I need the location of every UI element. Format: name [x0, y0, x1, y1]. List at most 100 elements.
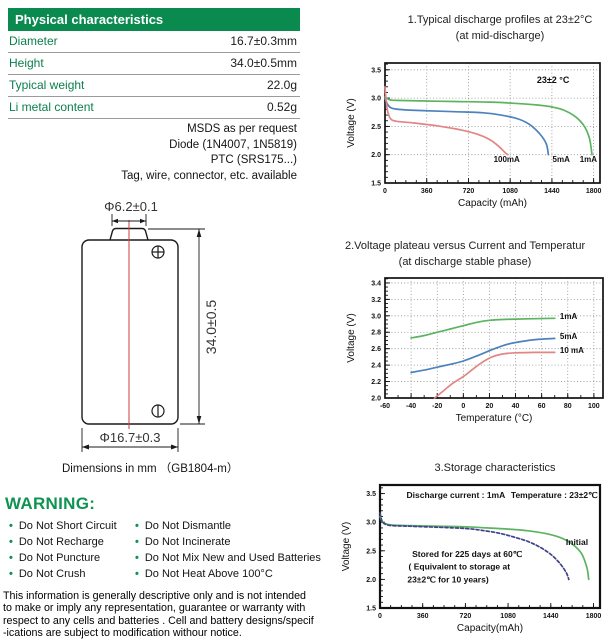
- warning-text: Do Not Incinerate: [144, 536, 231, 548]
- x-axis-label: Capacity(mAh): [457, 623, 523, 634]
- svg-text:1.5: 1.5: [366, 606, 376, 613]
- svg-text:1800: 1800: [586, 188, 602, 195]
- svg-text:360: 360: [421, 188, 433, 195]
- physical-characteristics-table: Physical characteristics Diameter 16.7±0…: [8, 8, 300, 184]
- discharge-profiles-chart: 1.Typical discharge profiles at 23±2°C (…: [340, 12, 612, 212]
- svg-text:2.5: 2.5: [371, 124, 381, 131]
- chart-annotation: 5mA: [560, 332, 578, 341]
- list-item: • Do Not Puncture: [9, 550, 117, 566]
- chart-title: 1.Typical discharge profiles at 23±2°C: [407, 14, 593, 26]
- chart-annotation: ( Equivalent to storage at: [409, 562, 511, 572]
- svg-text:2.5: 2.5: [366, 548, 376, 555]
- svg-text:1080: 1080: [500, 613, 516, 620]
- x-axis-label: Temperature (°C): [456, 413, 533, 424]
- warning-list-right: • Do Not Dismantle • Do Not Incinerate • Do…: [135, 518, 321, 582]
- note-line: Diode (1N4007, 1N5819): [169, 138, 297, 151]
- table-row: Height 34.0±0.5mm: [8, 53, 300, 75]
- bottom-diameter-dimension: Φ16.7±0.3: [81, 428, 179, 452]
- note-line: PTC (SRS175...): [210, 154, 297, 166]
- warning-text: Do Not Puncture: [18, 552, 101, 564]
- chart-annotation: 1mA: [560, 312, 578, 321]
- svg-text:2.4: 2.4: [371, 363, 381, 370]
- svg-text:1440: 1440: [544, 188, 560, 195]
- table-header: Physical characteristics: [8, 8, 300, 31]
- voltage-plateau-plot: -60 -40 -20 0 20 40 60 80 100 2.0 2.2 2.4 2.6 2.8 3.0 3…: [346, 277, 604, 424]
- svg-text:20: 20: [486, 403, 494, 410]
- chart-annotation: 10 mA: [560, 346, 584, 355]
- svg-text:3.5: 3.5: [366, 491, 376, 498]
- warning-text: Do Not Heat Above 100°C: [144, 568, 273, 580]
- list-item: • Do Not Incinerate: [135, 534, 321, 550]
- svg-text:2.0: 2.0: [366, 577, 376, 584]
- list-item: • Do Not Mix New and Used Batteries: [135, 550, 321, 566]
- bullet-icon: •: [135, 520, 139, 532]
- chart-annotation: 1mA: [580, 155, 598, 164]
- svg-text:1800: 1800: [586, 613, 602, 620]
- row-value: 34.0±0.5mm: [230, 56, 297, 70]
- svg-text:1080: 1080: [502, 188, 518, 195]
- svg-text:0: 0: [378, 613, 382, 620]
- svg-text:2.0: 2.0: [371, 396, 381, 403]
- chart-annotation: Initial: [566, 537, 588, 547]
- minus-terminal-icon: [151, 404, 165, 418]
- plus-terminal-icon: [151, 245, 165, 259]
- svg-text:720: 720: [460, 613, 472, 620]
- list-item: • Do Not Heat Above 100°C: [135, 566, 321, 582]
- height-dimension: 34.0±0.5: [148, 228, 219, 425]
- svg-text:2.8: 2.8: [371, 330, 381, 337]
- svg-text:3.4: 3.4: [371, 280, 381, 287]
- bullet-icon: •: [135, 536, 139, 548]
- series-1mA: [410, 317, 556, 339]
- row-value: 0.52g: [266, 100, 297, 114]
- warning-text: Do Not Recharge: [18, 536, 104, 548]
- chart-annotation: Temperature : 23±2℃: [511, 490, 598, 500]
- svg-text:100: 100: [588, 403, 600, 410]
- svg-text:3.0: 3.0: [371, 96, 381, 103]
- chart-annotation: Stored for 225 days at 60℃: [412, 549, 523, 559]
- series-100mA: [384, 85, 509, 156]
- list-item: • Do Not Short Circuit: [9, 518, 117, 534]
- series-Stored: [379, 512, 570, 581]
- battery-technical-drawing: Φ6.2±0.1 34.0±0.5 Φ16.7±0.3: [81, 199, 219, 452]
- svg-text:3.0: 3.0: [371, 313, 381, 320]
- disclaimer-line: to make or imply any representation, gua…: [3, 602, 306, 615]
- warning-title: WARNING:: [5, 494, 96, 513]
- disclaimer-line: respect to any cells and batteries . Cel…: [3, 614, 314, 627]
- svg-text:60: 60: [538, 403, 546, 410]
- series-5mA: [384, 97, 550, 156]
- battery-body: [81, 239, 179, 425]
- table-notes: MSDS as per request Diode (1N4007, 1N581…: [8, 122, 300, 184]
- svg-text:0: 0: [383, 188, 387, 195]
- warning-list-left: • Do Not Short Circuit • Do Not Recharge •…: [9, 518, 117, 582]
- bullet-icon: •: [9, 552, 13, 564]
- svg-text:2.0: 2.0: [371, 152, 381, 159]
- bullet-icon: •: [9, 568, 13, 580]
- chart-subtitle: (at mid-discharge): [455, 30, 545, 42]
- list-item: • Do Not Dismantle: [135, 518, 321, 534]
- x-axis-label: Capacity (mAh): [458, 198, 527, 209]
- warning-text: Do Not Dismantle: [144, 520, 232, 532]
- chart-title: 2.Voltage plateau versus Current and Tem…: [345, 240, 586, 252]
- drawing-caption: Dimensions in mm （GB1804-m）: [62, 463, 239, 475]
- series-1mA: [384, 96, 593, 156]
- bullet-icon: •: [9, 536, 13, 548]
- svg-text:40: 40: [512, 403, 520, 410]
- disclaimer: This information is generally descriptiv…: [3, 590, 339, 640]
- row-label: Height: [9, 56, 44, 70]
- bullet-icon: •: [135, 568, 139, 580]
- height-dimension-label: 34.0±0.5: [203, 300, 219, 355]
- y-axis-label: Voltage (V): [346, 313, 357, 362]
- table-row: Typical weight 22.0g: [8, 75, 300, 97]
- chart-annotation: 23±2 °C: [537, 75, 570, 85]
- svg-text:80: 80: [564, 403, 572, 410]
- row-label: Typical weight: [9, 78, 85, 92]
- row-label: Diameter: [9, 34, 58, 48]
- top-dimension-label: Φ6.2±0.1: [104, 199, 158, 214]
- svg-text:360: 360: [417, 613, 429, 620]
- warning-text: Do Not Crush: [18, 568, 86, 580]
- y-axis-label: Voltage (V): [346, 98, 357, 147]
- svg-text:3.0: 3.0: [366, 520, 376, 527]
- chart-subtitle: (at discharge stable phase): [398, 256, 532, 268]
- note-line: MSDS as per request: [187, 123, 297, 135]
- series-10 mA: [433, 351, 556, 399]
